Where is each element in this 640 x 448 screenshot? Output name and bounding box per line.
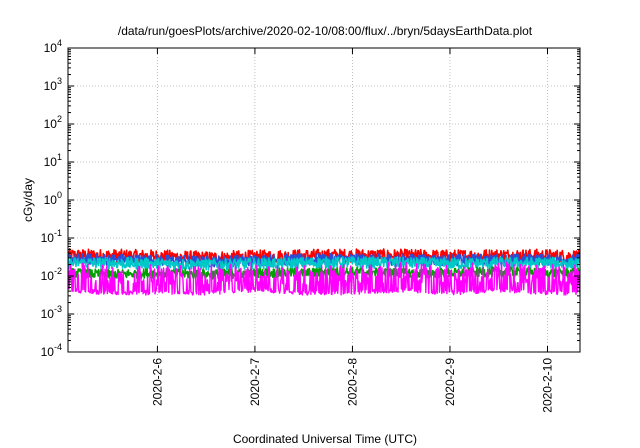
y-tick-label: 10-4 bbox=[41, 342, 62, 359]
y-tick-label: 10-1 bbox=[41, 228, 62, 245]
y-tick-labels: 10-4 10-3 10-2 10-1 100 101 102 103 104 bbox=[41, 38, 62, 359]
x-tick-label: 2020-2-8 bbox=[345, 358, 359, 406]
y-tick-label: 104 bbox=[44, 38, 62, 55]
chart-title: /data/run/goesPlots/archive/2020-02-10/0… bbox=[118, 24, 533, 38]
x-tick-label: 2020-2-6 bbox=[150, 358, 164, 406]
series-line bbox=[68, 256, 580, 271]
x-tick-label: 2020-2-7 bbox=[248, 358, 262, 406]
series-group bbox=[68, 248, 580, 296]
y-tick-label: 10-2 bbox=[41, 266, 62, 283]
series-line bbox=[68, 261, 580, 296]
series-line bbox=[68, 252, 580, 268]
x-tick-label: 2020-2-10 bbox=[540, 358, 554, 413]
y-tick-label: 101 bbox=[44, 152, 62, 169]
x-tick-label: 2020-2-9 bbox=[443, 358, 457, 406]
y-tick-label: 102 bbox=[44, 114, 62, 131]
grid bbox=[68, 48, 580, 352]
y-tick-label: 103 bbox=[44, 76, 62, 93]
x-tick-labels: 2020-2-6 2020-2-7 2020-2-8 2020-2-9 2020-2-1… bbox=[150, 358, 554, 413]
x-axis-label: Coordinated Universal Time (UTC) bbox=[233, 432, 417, 446]
y-axis-label: cGy/day bbox=[21, 178, 35, 222]
y-tick-label: 10-3 bbox=[41, 304, 62, 321]
y-tick-label: 100 bbox=[44, 190, 62, 207]
ticks bbox=[68, 47, 580, 353]
